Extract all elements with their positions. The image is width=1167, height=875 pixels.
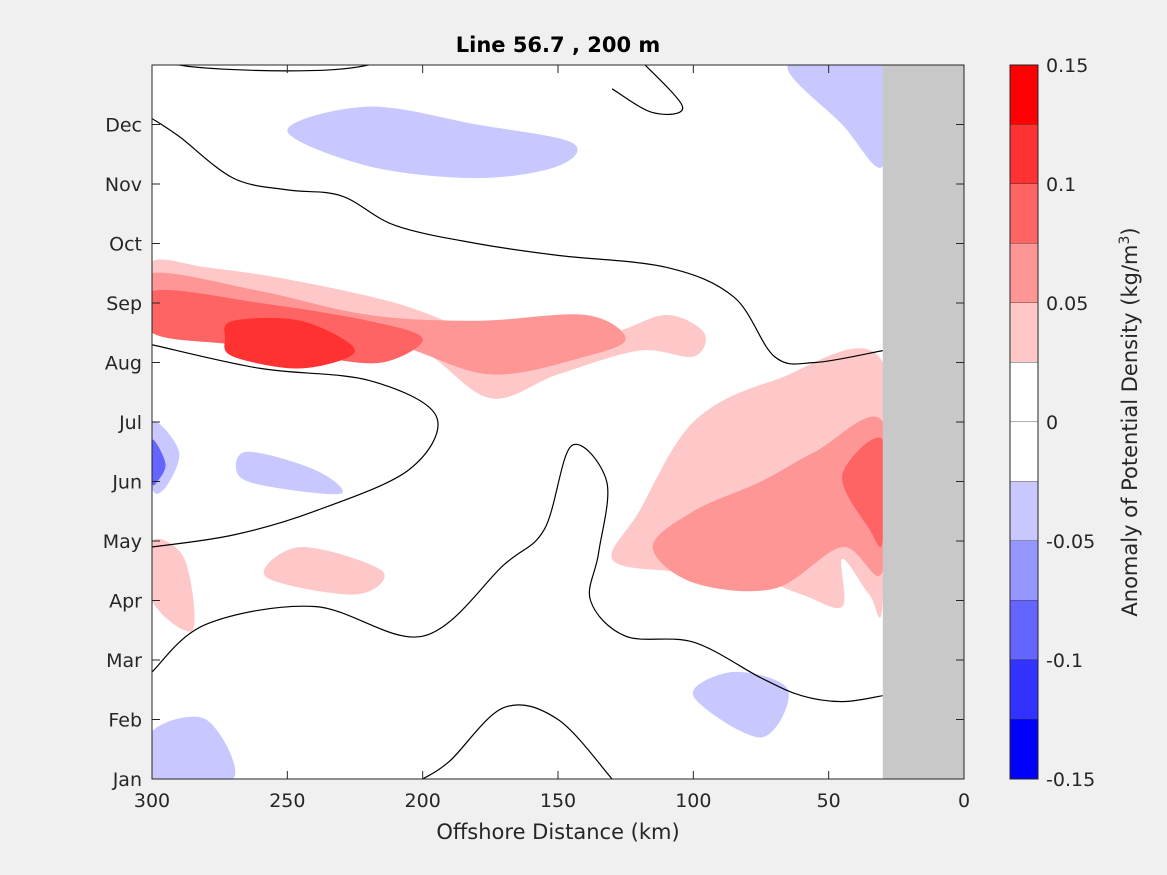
colorbar-frame bbox=[1009, 64, 1039, 780]
zero-contour-lines bbox=[152, 65, 883, 779]
colorbar-tick-label: 0.05 bbox=[1046, 293, 1088, 315]
colorbar-level bbox=[1010, 600, 1038, 660]
zero-contour-line-1 bbox=[152, 118, 883, 365]
colorbar-tick-label: 0 bbox=[1046, 412, 1058, 434]
zero-contour-line-2 bbox=[152, 344, 439, 548]
y-tick-label-sep: Sep bbox=[106, 293, 142, 315]
colorbar-tick-label: -0.1 bbox=[1046, 650, 1083, 672]
contour-fills bbox=[152, 65, 896, 779]
x-tick-label: 50 bbox=[817, 790, 841, 812]
x-tick-label: 0 bbox=[958, 790, 970, 812]
colorbar-label-sup: 3 bbox=[1117, 236, 1133, 245]
contour-warm-jun-east-core-2 bbox=[842, 437, 887, 548]
colorbar-level bbox=[1010, 362, 1038, 422]
colorbar-level bbox=[1010, 541, 1038, 601]
y-tick-label-nov: Nov bbox=[105, 174, 142, 196]
y-tick-label-oct: Oct bbox=[109, 234, 142, 256]
contour-warm-jun-east-core bbox=[652, 416, 890, 592]
y-tick-label-aug: Aug bbox=[105, 353, 142, 375]
contour-warm-band-core-1 bbox=[152, 272, 626, 375]
contour-cool-jun-west-3 bbox=[152, 439, 166, 486]
y-tick-label-feb: Feb bbox=[108, 710, 142, 732]
colorbar-level bbox=[1010, 303, 1038, 363]
colorbar-label-end: ) bbox=[1118, 227, 1142, 235]
contour-cool-feb-west-core bbox=[152, 716, 236, 779]
x-tick-label: 300 bbox=[134, 790, 170, 812]
colorbar-level bbox=[1010, 65, 1038, 125]
no-data-region bbox=[882, 65, 964, 779]
x-axis-label: Offshore Distance (km) bbox=[436, 820, 679, 844]
y-tick-label-apr: Apr bbox=[109, 591, 142, 613]
contour-cool-dec-west bbox=[200, 65, 276, 107]
contour-cool-dec-east bbox=[787, 65, 892, 168]
x-tick-label: 250 bbox=[269, 790, 305, 812]
colorbar-level bbox=[1010, 243, 1038, 303]
colorbar-level bbox=[1010, 422, 1038, 482]
colorbar-label: Anomaly of Potential Density (kg/m3) bbox=[1117, 227, 1142, 616]
colorbar: 0.15 0.1 0.05 0 -0.05 -0.1 -0.15 bbox=[1009, 55, 1095, 791]
colorbar-level bbox=[1010, 481, 1038, 541]
y-tick-label-may: May bbox=[103, 531, 142, 553]
x-tick-label: 200 bbox=[405, 790, 441, 812]
zero-contour-line-3 bbox=[152, 443, 883, 703]
contour-cool-oct-spot bbox=[745, 260, 811, 327]
no-data-band bbox=[882, 65, 964, 779]
colorbar-level bbox=[1010, 124, 1038, 184]
colorbar-tick-label: 0.15 bbox=[1046, 55, 1088, 77]
colorbar-label-main: Anomaly of Potential Density (kg/m bbox=[1118, 245, 1142, 617]
x-tick-label: 150 bbox=[540, 790, 576, 812]
colorbar-level bbox=[1010, 184, 1038, 244]
colorbar-tick-label: -0.15 bbox=[1046, 769, 1095, 791]
colorbar-level bbox=[1010, 660, 1038, 720]
contour-warm-apr-mid bbox=[263, 546, 385, 595]
zero-contour-line-5 bbox=[611, 65, 684, 115]
colorbar-tick-label: -0.05 bbox=[1046, 531, 1095, 553]
contour-cool-jun-spot bbox=[585, 463, 613, 500]
contour-cool-jun-mid bbox=[235, 451, 343, 495]
y-tick-label-jul: Jul bbox=[118, 412, 142, 434]
y-tick-label-jan: Jan bbox=[112, 769, 142, 791]
y-axis-ticks: Jan Feb Mar Apr May Jun Jul Aug Sep Oct Nov Dec bbox=[103, 115, 964, 791]
x-tick-label: 100 bbox=[675, 790, 711, 812]
contour-warm-band-core-3 bbox=[224, 317, 355, 369]
colorbar-level bbox=[1010, 719, 1038, 779]
chart-title: Line 56.7 , 200 m bbox=[456, 33, 661, 57]
contour-warm-apr-west bbox=[152, 538, 195, 632]
y-tick-label-dec: Dec bbox=[105, 115, 142, 137]
x-axis-ticks: 300 250 200 150 100 50 0 bbox=[134, 65, 970, 812]
zero-contour-line-6 bbox=[422, 704, 613, 779]
contour-cool-feb-east-core bbox=[692, 671, 789, 738]
contour-cool-nov-core bbox=[287, 106, 578, 179]
colorbar-tick-label: 0.1 bbox=[1046, 174, 1076, 196]
contour-cool-mar-mid bbox=[421, 587, 514, 680]
y-tick-label-mar: Mar bbox=[106, 650, 142, 672]
y-tick-label-jun: Jun bbox=[111, 472, 142, 494]
